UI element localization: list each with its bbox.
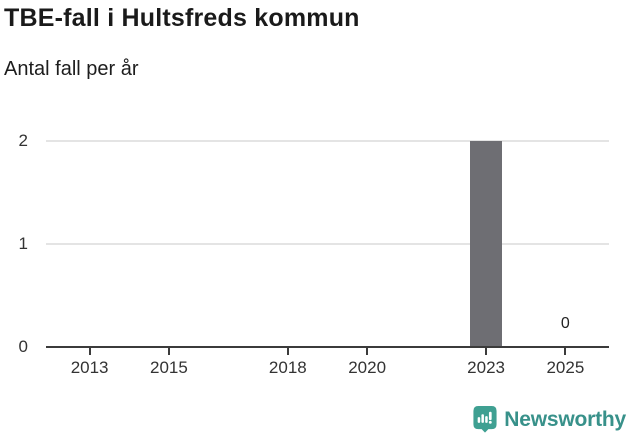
newsworthy-brand: Newsworthy xyxy=(473,406,626,433)
x-axis-tick xyxy=(485,347,488,355)
x-axis-tick xyxy=(564,347,567,355)
x-tick-label: 2020 xyxy=(348,358,387,377)
value-label: 0 xyxy=(560,315,570,332)
y-tick-label: 2 xyxy=(18,131,28,150)
x-axis-tick xyxy=(88,347,91,355)
x-tick-label: 2023 xyxy=(467,358,505,377)
y-tick-label: 0 xyxy=(18,337,28,356)
x-tick-label: 2015 xyxy=(149,358,188,377)
x-axis-tick xyxy=(366,347,369,355)
gridline xyxy=(46,243,609,245)
bar xyxy=(470,141,503,347)
x-axis-line xyxy=(46,345,609,348)
y-tick-label: 1 xyxy=(18,234,28,253)
newsworthy-wordmark: Newsworthy xyxy=(504,407,626,431)
x-tick-label: 2025 xyxy=(546,358,585,377)
x-axis-tick xyxy=(286,347,289,355)
chart-subtitle: Antal fall per år xyxy=(4,58,139,80)
x-axis-tick xyxy=(167,347,170,355)
x-tick-label: 2018 xyxy=(268,358,307,377)
chart-title: TBE-fall i Hultsfreds kommun xyxy=(4,4,360,32)
gridline xyxy=(46,140,609,142)
x-tick-label: 2013 xyxy=(70,358,109,377)
newsworthy-logo-icon xyxy=(473,406,497,433)
